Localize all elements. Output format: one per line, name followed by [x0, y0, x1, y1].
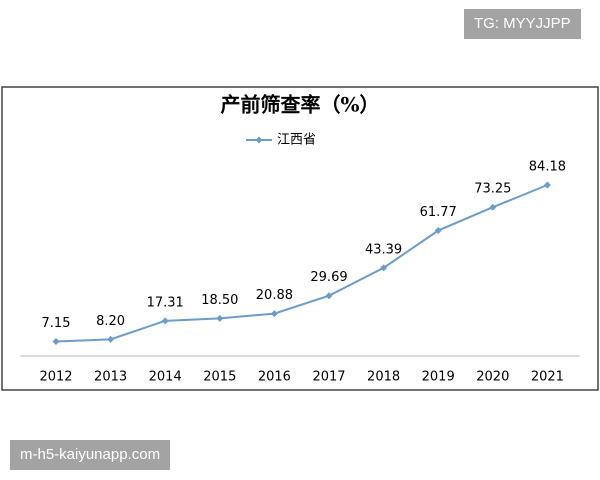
data-label: 8.20 [96, 314, 125, 329]
data-point [380, 264, 388, 272]
x-tick-label: 2016 [258, 370, 291, 385]
data-point [52, 337, 60, 345]
data-label: 29.69 [310, 270, 347, 285]
legend-marker [255, 136, 263, 144]
x-tick-label: 2014 [149, 370, 182, 385]
data-label: 20.88 [256, 288, 293, 303]
data-point [325, 292, 333, 300]
data-point [434, 227, 442, 235]
data-label: 17.31 [147, 295, 184, 310]
data-label: 84.18 [529, 160, 566, 175]
data-point [107, 335, 115, 343]
data-label: 73.25 [474, 182, 511, 197]
data-label: 7.15 [42, 316, 71, 331]
x-tick-label: 2012 [39, 370, 72, 385]
data-point [543, 181, 551, 189]
x-tick-label: 2021 [531, 370, 564, 385]
watermark: m-h5-kaiyunapp.com [10, 440, 171, 470]
data-label: 61.77 [420, 205, 457, 220]
legend-label: 江西省 [277, 133, 316, 148]
x-tick-label: 2020 [476, 370, 509, 385]
data-point [216, 314, 224, 322]
data-point [489, 203, 497, 211]
x-tick-label: 2015 [203, 370, 236, 385]
data-label: 43.39 [365, 242, 402, 257]
data-label: 18.50 [201, 293, 238, 308]
data-point [270, 310, 278, 318]
data-line [55, 184, 548, 343]
chart-title: 产前筛查率（%） [220, 93, 379, 117]
data-point [161, 317, 169, 325]
x-tick-label: 2019 [422, 370, 455, 385]
x-tick-label: 2013 [94, 370, 127, 385]
x-tick-label: 2017 [312, 370, 345, 385]
watermark: TG: MYYJJPP [464, 9, 581, 39]
x-tick-label: 2018 [367, 370, 400, 385]
